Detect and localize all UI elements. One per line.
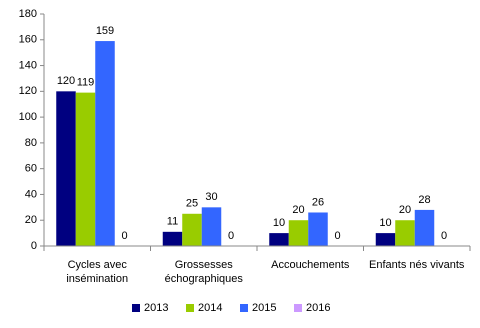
legend-swatch <box>132 304 140 312</box>
x-tick-label: Enfants nés vivants <box>369 259 465 271</box>
value-label: 0 <box>441 230 447 242</box>
legend-swatch <box>186 304 194 312</box>
bar <box>201 207 222 246</box>
bar <box>414 209 435 246</box>
bar <box>182 213 202 246</box>
bar <box>288 220 309 246</box>
value-label: 119 <box>77 77 95 89</box>
y-tick-label: 100 <box>19 111 37 123</box>
bar <box>395 220 415 246</box>
value-label: 0 <box>121 230 127 242</box>
legend-swatch <box>240 304 248 312</box>
value-label: 0 <box>334 230 340 242</box>
bar <box>95 41 115 246</box>
x-tick-label: Cycles avec insémination <box>66 259 129 285</box>
value-label: 28 <box>418 194 430 206</box>
value-label: 20 <box>292 204 304 216</box>
y-tick-label: 20 <box>25 214 37 226</box>
y-tick-label: 40 <box>25 188 37 200</box>
x-tick-label: Accouchements <box>271 259 350 271</box>
value-label: 0 <box>228 230 234 242</box>
y-tick-label: 120 <box>19 85 37 97</box>
bar <box>308 212 328 246</box>
value-label: 20 <box>399 204 411 216</box>
value-label: 10 <box>379 217 391 229</box>
legend-label: 2016 <box>306 302 330 314</box>
legend-label: 2015 <box>252 302 276 314</box>
value-label: 120 <box>57 75 75 87</box>
y-tick-label: 60 <box>25 163 37 175</box>
value-label: 26 <box>312 196 324 208</box>
bar <box>56 91 76 246</box>
y-tick-label: 0 <box>31 240 37 252</box>
value-label: 10 <box>273 217 285 229</box>
legend-label: 2013 <box>144 302 168 314</box>
legend-label: 2014 <box>198 302 222 314</box>
x-tick-label: Grossesses échographiques <box>164 259 243 285</box>
bar <box>75 92 96 246</box>
bar <box>269 233 289 246</box>
value-label: 11 <box>167 216 178 228</box>
value-label: 159 <box>96 25 114 37</box>
bar <box>375 233 396 246</box>
y-tick-label: 140 <box>19 59 37 71</box>
value-label: 25 <box>186 198 198 210</box>
bar <box>162 231 183 246</box>
legend-swatch <box>294 304 302 312</box>
y-tick-label: 160 <box>19 34 37 46</box>
y-tick-label: 80 <box>25 137 37 149</box>
value-label: 30 <box>205 191 217 203</box>
y-tick-label: 180 <box>19 8 37 20</box>
